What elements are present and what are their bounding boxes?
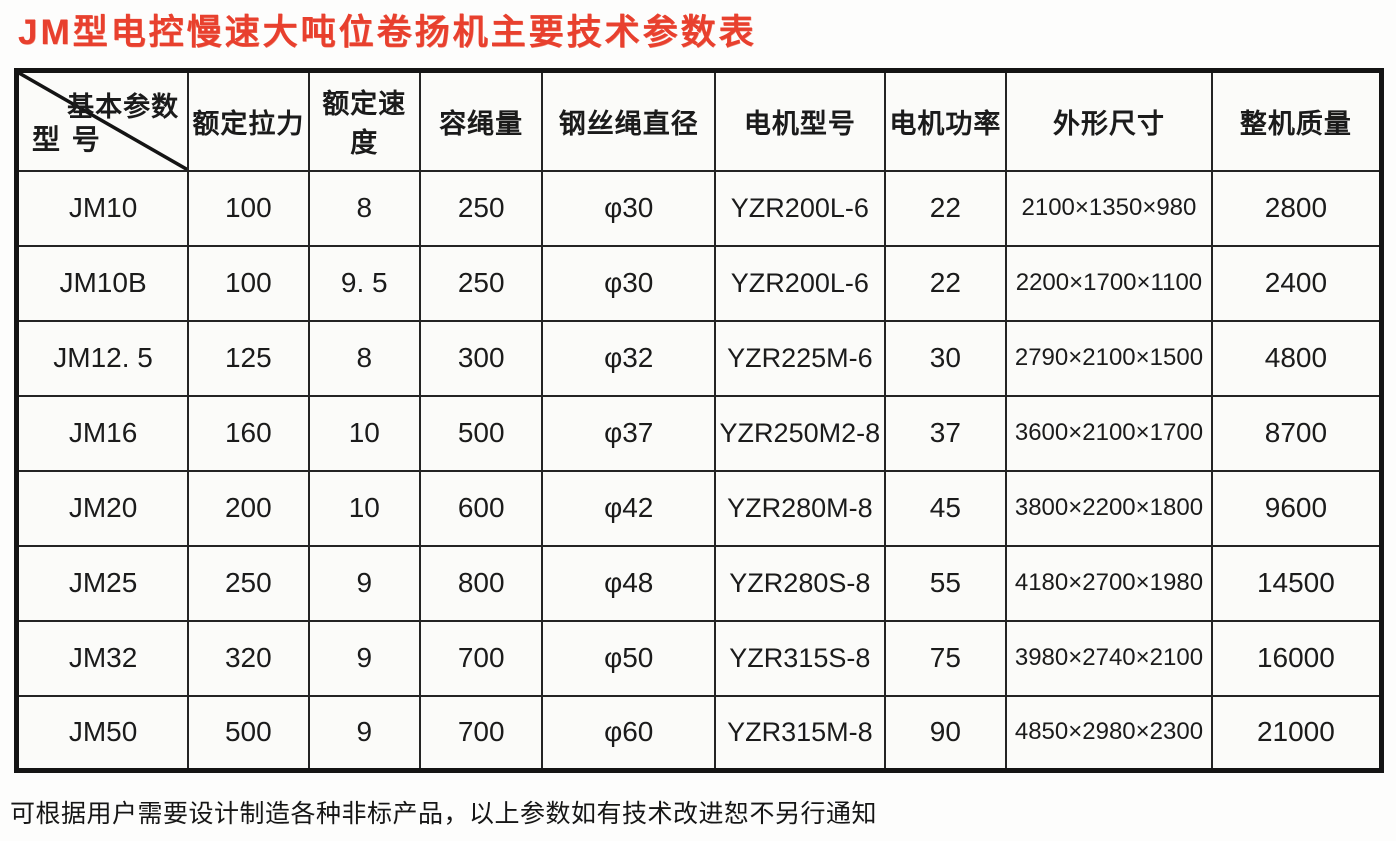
col-header-motor-model: 电机型号 [714,69,886,172]
cell-total-weight: 21000 [1210,694,1383,772]
diagonal-line [19,73,187,170]
table-row: JM50 500 9 700 φ60 YZR315M-8 90 4850×298… [15,694,1383,772]
cell-total-weight: 2400 [1210,244,1383,322]
cell-rope-capacity: 600 [418,469,544,547]
cell-rated-speed: 9 [307,619,421,697]
cell-model: JM50 [15,694,190,772]
cell-wire-rope-diameter: φ48 [541,544,717,622]
cell-motor-model: YZR280M-8 [714,469,886,547]
cell-overall-dimensions: 2790×2100×1500 [1005,319,1213,397]
cell-motor-model: YZR200L-6 [714,244,886,322]
cell-wire-rope-diameter: φ37 [541,394,717,472]
cell-total-weight: 8700 [1210,394,1383,472]
cell-rated-pull: 320 [187,619,310,697]
cell-model: JM10 [15,169,190,247]
cell-rated-pull: 250 [187,544,310,622]
cell-motor-power: 45 [883,469,1008,547]
cell-model: JM20 [15,469,190,547]
cell-motor-power: 90 [883,694,1008,772]
cell-rated-pull: 160 [187,394,310,472]
cell-overall-dimensions: 3600×2100×1700 [1005,394,1213,472]
col-header-rope-capacity: 容绳量 [418,69,544,172]
cell-rated-pull: 200 [187,469,310,547]
corner-label-model: 型 号 [32,123,102,155]
cell-total-weight: 9600 [1210,469,1383,547]
cell-rated-pull: 100 [187,244,310,322]
cell-overall-dimensions: 2100×1350×980 [1005,169,1213,247]
cell-rated-speed: 9 [307,544,421,622]
cell-rope-capacity: 700 [418,619,544,697]
cell-rope-capacity: 250 [418,169,544,247]
col-header-rated-pull: 额定拉力 [187,69,310,172]
col-header-total-weight: 整机质量 [1210,69,1383,172]
cell-wire-rope-diameter: φ30 [541,169,717,247]
table-row: JM20 200 10 600 φ42 YZR280M-8 45 3800×22… [15,469,1383,547]
table-row: JM16 160 10 500 φ37 YZR250M2-8 37 3600×2… [15,394,1383,472]
corner-label-basic-params: 基本参数 [67,92,180,122]
cell-total-weight: 16000 [1210,619,1383,697]
table-row: JM10 100 8 250 φ30 YZR200L-6 22 2100×135… [15,169,1383,247]
cell-model: JM10B [15,244,190,322]
cell-total-weight: 14500 [1210,544,1383,622]
table-row: JM10B 100 9. 5 250 φ30 YZR200L-6 22 2200… [15,244,1383,322]
cell-overall-dimensions: 4180×2700×1980 [1005,544,1213,622]
cell-rope-capacity: 250 [418,244,544,322]
cell-motor-power: 37 [883,394,1008,472]
cell-model: JM32 [15,619,190,697]
cell-overall-dimensions: 2200×1700×1100 [1005,244,1213,322]
cell-motor-model: YZR200L-6 [714,169,886,247]
cell-motor-model: YZR280S-8 [714,544,886,622]
cell-rated-pull: 100 [187,169,310,247]
cell-rated-speed: 10 [307,469,421,547]
cell-rated-speed: 8 [307,319,421,397]
cell-motor-power: 75 [883,619,1008,697]
cell-model: JM12. 5 [15,319,190,397]
cell-motor-model: YZR315M-8 [714,694,886,772]
cell-overall-dimensions: 3800×2200×1800 [1005,469,1213,547]
cell-rope-capacity: 300 [418,319,544,397]
header-row: 基本参数 型 号 额定拉力 额定速度 容绳量 钢丝绳直径 电机型号 电机功率 外… [15,69,1383,172]
col-header-overall-dimensions: 外形尺寸 [1005,69,1213,172]
cell-motor-power: 30 [883,319,1008,397]
cell-rated-speed: 8 [307,169,421,247]
cell-wire-rope-diameter: φ60 [541,694,717,772]
cell-overall-dimensions: 4850×2980×2300 [1005,694,1213,772]
cell-rated-speed: 9 [307,694,421,772]
cell-rope-capacity: 500 [418,394,544,472]
cell-rope-capacity: 800 [418,544,544,622]
cell-rated-speed: 9. 5 [307,244,421,322]
corner-cell: 基本参数 型 号 [15,69,190,172]
footer-note: 可根据用户需要设计制造各种非标产品，以上参数如有技术改进恕不另行通知 [10,800,878,828]
cell-wire-rope-diameter: φ32 [541,319,717,397]
col-header-wire-rope-diameter: 钢丝绳直径 [541,69,717,172]
cell-motor-model: YZR225M-6 [714,319,886,397]
cell-rated-pull: 500 [187,694,310,772]
cell-wire-rope-diameter: φ42 [541,469,717,547]
cell-rated-pull: 125 [187,319,310,397]
table-row: JM12. 5 125 8 300 φ32 YZR225M-6 30 2790×… [15,319,1383,397]
cell-total-weight: 4800 [1210,319,1383,397]
cell-wire-rope-diameter: φ50 [541,619,717,697]
cell-rope-capacity: 700 [418,694,544,772]
col-header-rated-speed: 额定速度 [307,69,421,172]
cell-rated-speed: 10 [307,394,421,472]
cell-motor-power: 22 [883,244,1008,322]
cell-motor-model: YZR315S-8 [714,619,886,697]
cell-wire-rope-diameter: φ30 [541,244,717,322]
cell-overall-dimensions: 3980×2740×2100 [1005,619,1213,697]
cell-total-weight: 2800 [1210,169,1383,247]
col-header-motor-power: 电机功率 [883,69,1008,172]
cell-model: JM25 [15,544,190,622]
page-title: JM型电控慢速大吨位卷扬机主要技术参数表 [18,13,757,52]
spec-table: 基本参数 型 号 额定拉力 额定速度 容绳量 钢丝绳直径 电机型号 电机功率 外… [14,68,1384,773]
cell-motor-model: YZR250M2-8 [714,394,886,472]
cell-model: JM16 [15,394,190,472]
table-row: JM25 250 9 800 φ48 YZR280S-8 55 4180×270… [15,544,1383,622]
cell-motor-power: 55 [883,544,1008,622]
table-row: JM32 320 9 700 φ50 YZR315S-8 75 3980×274… [15,619,1383,697]
cell-motor-power: 22 [883,169,1008,247]
